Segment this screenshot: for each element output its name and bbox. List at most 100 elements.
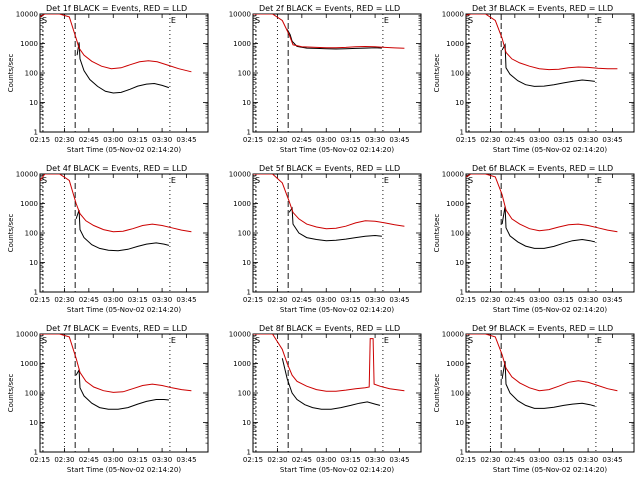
plot-frame	[465, 13, 635, 133]
y-axis-label: Counts/sec	[433, 54, 441, 93]
x-tick-label: 02:45	[292, 296, 312, 304]
y-tick-label: 10	[29, 99, 38, 107]
x-tick-label: 03:30	[152, 296, 172, 304]
y-tick-label: 100	[25, 390, 38, 398]
x-tick-label: 02:30	[267, 456, 287, 464]
y-axis-label: Counts/sec	[7, 54, 15, 93]
y-tick-label: 10	[29, 419, 38, 427]
x-tick-label: 03:45	[176, 456, 196, 464]
start-marker-label: S	[255, 176, 260, 185]
y-tick-label: 1000	[446, 360, 464, 368]
y-axis-label: Counts/sec	[433, 214, 441, 253]
start-marker-label: S	[42, 176, 47, 185]
x-tick-label: 03:30	[152, 456, 172, 464]
x-tick-label: 03:15	[341, 136, 361, 144]
y-tick-label: 1	[247, 289, 251, 297]
y-tick-label: 1	[34, 129, 38, 137]
chart-title: Det 8f BLACK = Events, RED = LLD	[259, 324, 400, 333]
x-tick-label: 02:45	[292, 456, 312, 464]
y-tick-label: 100	[238, 70, 251, 78]
events-series-line	[75, 209, 170, 252]
y-tick-label: 1000	[233, 40, 251, 48]
start-marker-label: S	[42, 336, 47, 345]
x-axis-label: Start Time (05-Nov-02 02:14:20)	[280, 306, 394, 314]
lld-series-line	[466, 334, 618, 392]
lld-series-line	[466, 14, 618, 71]
events-series-line	[501, 361, 596, 409]
y-tick-label: 10	[455, 419, 464, 427]
x-tick-label: 03:15	[554, 456, 574, 464]
x-tick-label: 03:30	[152, 136, 172, 144]
x-tick-label: 03:45	[176, 296, 196, 304]
lld-series-line	[253, 14, 405, 49]
x-tick-label: 03:30	[578, 296, 598, 304]
detector-panel-8: Det 8f BLACK = Events, RED = LLD Start Ti…	[229, 324, 422, 474]
x-tick-label: 02:15	[243, 296, 263, 304]
x-tick-label: 03:45	[389, 456, 409, 464]
lld-series-line	[40, 174, 192, 233]
x-tick-label: 02:30	[54, 296, 74, 304]
x-tick-label: 02:45	[79, 136, 99, 144]
y-tick-label: 1	[34, 289, 38, 297]
start-marker-label: S	[468, 176, 473, 185]
y-tick-label: 1	[460, 129, 464, 137]
lld-series-line	[466, 174, 618, 233]
x-tick-label: 02:15	[456, 456, 476, 464]
x-tick-label: 02:30	[480, 456, 500, 464]
plot-frame	[39, 173, 209, 293]
y-tick-label: 10000	[16, 171, 38, 179]
plot-frame	[252, 333, 422, 453]
plot-frame	[39, 333, 209, 453]
x-tick-label: 03:00	[529, 136, 549, 144]
y-tick-label: 10000	[442, 11, 464, 19]
x-tick-label: 03:00	[103, 296, 123, 304]
y-tick-label: 1	[460, 289, 464, 297]
y-tick-label: 10000	[16, 11, 38, 19]
y-tick-label: 1	[247, 449, 251, 457]
y-tick-label: 10000	[229, 171, 251, 179]
y-tick-label: 100	[451, 70, 464, 78]
x-tick-label: 02:45	[79, 456, 99, 464]
x-tick-label: 02:15	[30, 296, 50, 304]
end-marker-label: E	[384, 16, 389, 25]
plot-frame	[252, 173, 422, 293]
lld-series-line	[40, 14, 192, 73]
x-axis-label: Start Time (05-Nov-02 02:14:20)	[493, 146, 607, 154]
x-tick-label: 03:15	[128, 136, 148, 144]
x-axis-label: Start Time (05-Nov-02 02:14:20)	[67, 146, 181, 154]
x-axis-label: Start Time (05-Nov-02 02:14:20)	[493, 466, 607, 474]
x-tick-label: 02:15	[456, 296, 476, 304]
x-tick-label: 03:15	[554, 136, 574, 144]
y-tick-label: 1000	[20, 40, 38, 48]
end-marker-label: E	[171, 176, 176, 185]
y-tick-label: 1000	[446, 40, 464, 48]
events-series-line	[501, 43, 595, 87]
y-tick-label: 10	[242, 259, 251, 267]
x-tick-label: 03:45	[602, 456, 622, 464]
end-marker-label: E	[171, 16, 176, 25]
y-axis-label: Counts/sec	[7, 374, 15, 413]
x-tick-label: 03:15	[554, 296, 574, 304]
x-tick-label: 03:15	[128, 296, 148, 304]
y-tick-label: 1	[247, 129, 251, 137]
detector-panel-7: Det 7f BLACK = Events, RED = LLD Counts/s…	[7, 324, 209, 474]
chart-title: Det 5f BLACK = Events, RED = LLD	[259, 164, 400, 173]
x-tick-label: 02:15	[456, 136, 476, 144]
y-tick-label: 10000	[229, 331, 251, 339]
events-series-line	[501, 206, 596, 249]
events-series-line	[75, 368, 169, 410]
start-marker-label: S	[468, 336, 473, 345]
y-tick-label: 1	[34, 449, 38, 457]
x-tick-label: 02:15	[243, 456, 263, 464]
start-marker-label: S	[255, 336, 260, 345]
x-tick-label: 03:00	[103, 456, 123, 464]
x-tick-label: 03:00	[316, 456, 336, 464]
y-tick-label: 10	[242, 419, 251, 427]
plot-frame	[465, 333, 635, 453]
x-tick-label: 03:15	[341, 296, 361, 304]
detector-panel-4: Det 4f BLACK = Events, RED = LLD Counts/s…	[7, 164, 209, 314]
start-marker-label: S	[42, 16, 47, 25]
x-tick-label: 02:45	[505, 456, 525, 464]
x-axis-label: Start Time (05-Nov-02 02:14:20)	[280, 146, 394, 154]
